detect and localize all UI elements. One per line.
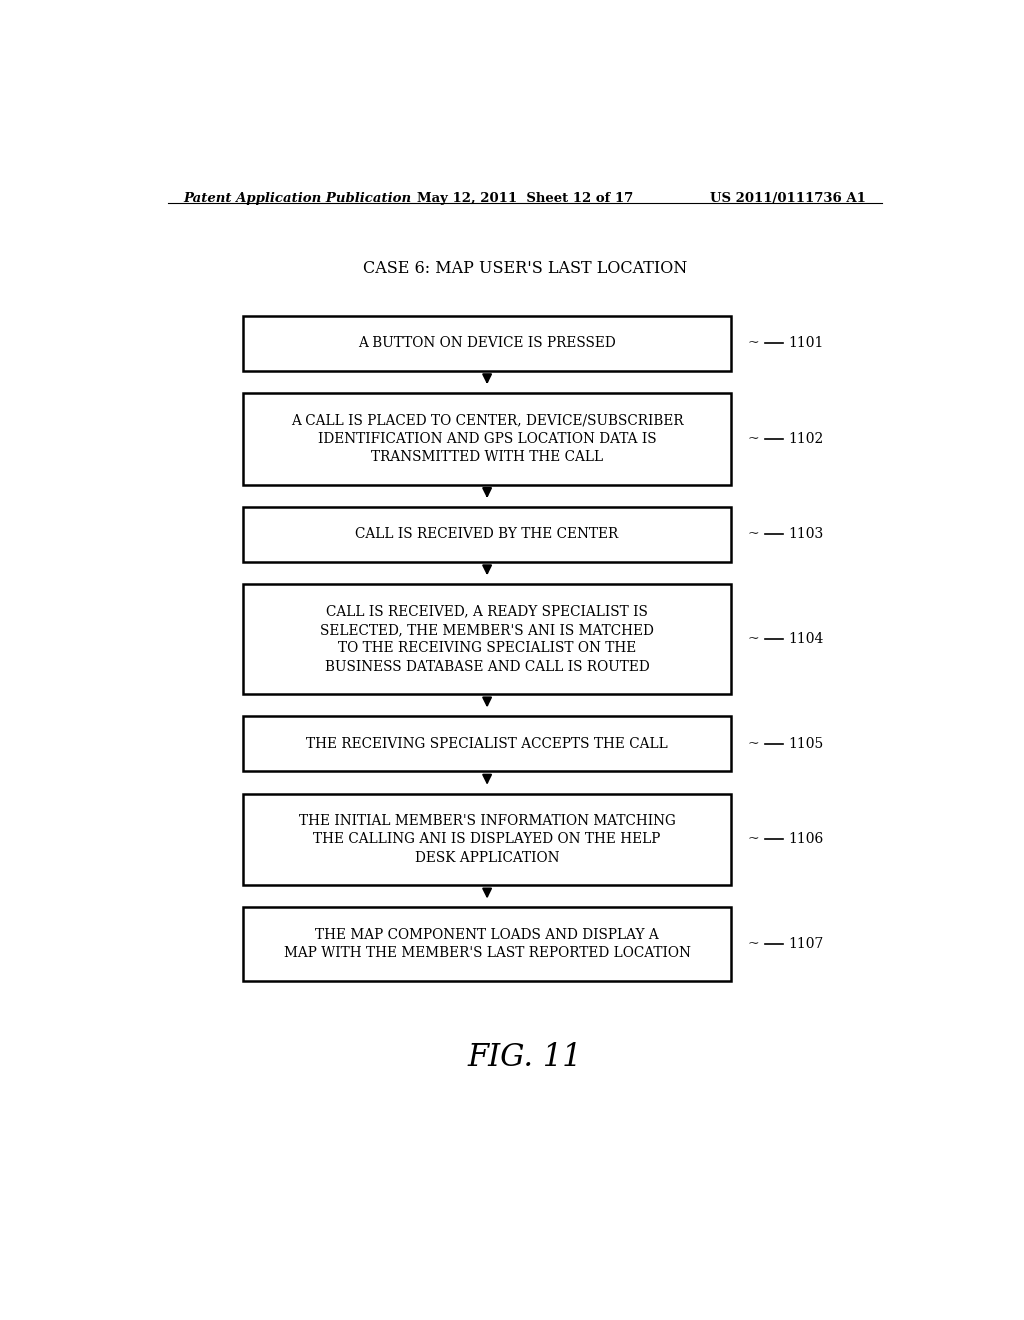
Text: THE MAP COMPONENT LOADS AND DISPLAY A
MAP WITH THE MEMBER'S LAST REPORTED LOCATI: THE MAP COMPONENT LOADS AND DISPLAY A MA… [284, 928, 690, 960]
Text: CASE 6: MAP USER'S LAST LOCATION: CASE 6: MAP USER'S LAST LOCATION [362, 260, 687, 277]
FancyBboxPatch shape [243, 717, 731, 771]
FancyBboxPatch shape [243, 793, 731, 886]
FancyBboxPatch shape [243, 393, 731, 484]
Text: 1105: 1105 [788, 737, 823, 751]
Text: A CALL IS PLACED TO CENTER, DEVICE/SUBSCRIBER
IDENTIFICATION AND GPS LOCATION DA: A CALL IS PLACED TO CENTER, DEVICE/SUBSC… [291, 413, 683, 465]
Text: FIG. 11: FIG. 11 [468, 1041, 582, 1073]
Text: ~: ~ [748, 737, 759, 751]
Text: ~: ~ [748, 337, 759, 350]
FancyBboxPatch shape [243, 585, 731, 694]
Text: A BUTTON ON DEVICE IS PRESSED: A BUTTON ON DEVICE IS PRESSED [358, 337, 616, 350]
Text: 1101: 1101 [788, 337, 823, 350]
Text: US 2011/0111736 A1: US 2011/0111736 A1 [711, 191, 866, 205]
Text: 1104: 1104 [788, 632, 823, 647]
Text: 1102: 1102 [788, 432, 823, 446]
Text: ~: ~ [748, 432, 759, 446]
Text: 1103: 1103 [788, 528, 823, 541]
FancyBboxPatch shape [243, 907, 731, 981]
Text: Patent Application Publication: Patent Application Publication [183, 191, 412, 205]
Text: ~: ~ [748, 528, 759, 541]
Text: May 12, 2011  Sheet 12 of 17: May 12, 2011 Sheet 12 of 17 [417, 191, 633, 205]
Text: ~: ~ [748, 937, 759, 952]
Text: CALL IS RECEIVED, A READY SPECIALIST IS
SELECTED, THE MEMBER'S ANI IS MATCHED
TO: CALL IS RECEIVED, A READY SPECIALIST IS … [321, 605, 654, 673]
Text: ~: ~ [748, 632, 759, 647]
FancyBboxPatch shape [243, 315, 731, 371]
FancyBboxPatch shape [243, 507, 731, 562]
Text: 1107: 1107 [788, 937, 823, 952]
Text: THE INITIAL MEMBER'S INFORMATION MATCHING
THE CALLING ANI IS DISPLAYED ON THE HE: THE INITIAL MEMBER'S INFORMATION MATCHIN… [299, 814, 676, 865]
Text: THE RECEIVING SPECIALIST ACCEPTS THE CALL: THE RECEIVING SPECIALIST ACCEPTS THE CAL… [306, 737, 668, 751]
Text: 1106: 1106 [788, 833, 823, 846]
Text: CALL IS RECEIVED BY THE CENTER: CALL IS RECEIVED BY THE CENTER [355, 528, 618, 541]
Text: ~: ~ [748, 833, 759, 846]
